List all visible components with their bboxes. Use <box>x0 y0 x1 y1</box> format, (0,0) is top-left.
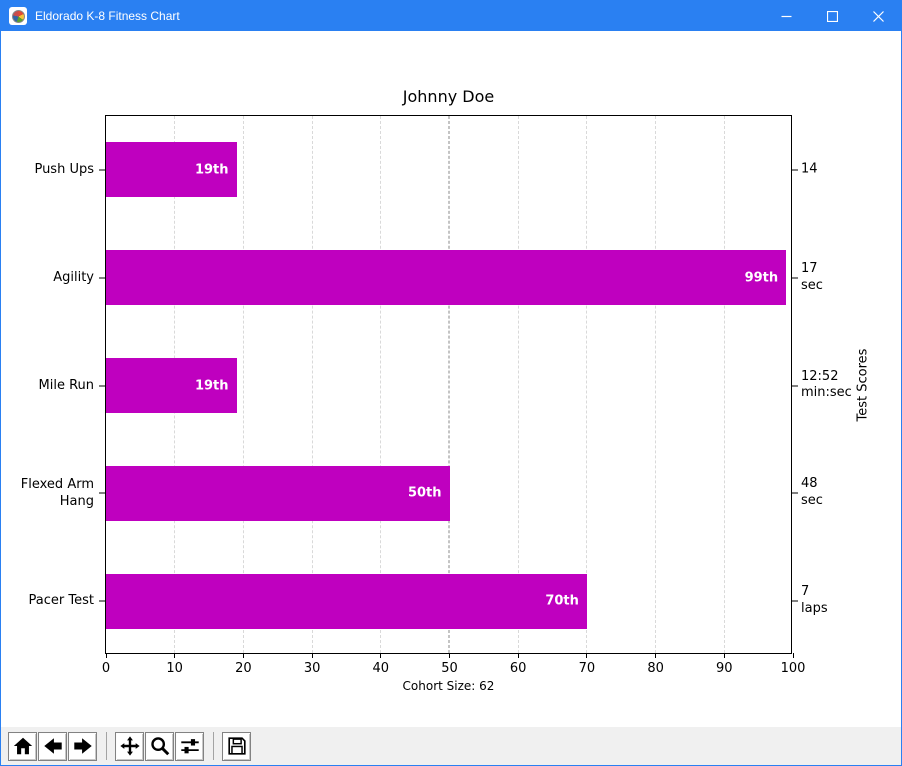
home-icon <box>13 737 32 755</box>
y-tick-mark-left <box>99 600 105 602</box>
x-tick-label: 0 <box>101 661 111 676</box>
matplotlib-pie-glyph <box>11 9 25 23</box>
y-right-score-label: 48 sec <box>801 476 823 509</box>
y-right-score-label: 14 <box>801 161 818 177</box>
minimize-button[interactable] <box>763 1 809 31</box>
close-button[interactable] <box>855 1 901 31</box>
gridline <box>242 116 244 653</box>
y-category-label: Agility <box>53 269 94 285</box>
close-icon <box>872 10 884 22</box>
y-tick-mark-right <box>791 600 798 602</box>
y-tick-mark-left <box>99 385 105 386</box>
y-tick-mark-left <box>99 492 105 494</box>
save-button[interactable] <box>222 731 251 761</box>
y-tick-mark-right <box>791 385 798 386</box>
window-title: Eldorado K-8 Fitness Chart <box>35 9 180 23</box>
x-tick-mark <box>517 653 519 658</box>
window-controls <box>763 1 901 31</box>
x-tick-label: 100 <box>780 661 806 676</box>
x-tick-label: 10 <box>166 661 183 676</box>
bar-percentile-label: 70th <box>545 593 579 609</box>
figure-canvas: Johnny Doe Cohort Size: 62 Test Scores 0… <box>1 31 901 729</box>
bar <box>106 250 787 306</box>
x-tick-mark <box>792 653 794 658</box>
y-right-score-label: 17 sec <box>801 260 823 293</box>
back-arrow-icon <box>43 738 62 754</box>
gridline <box>311 116 313 653</box>
maximize-button[interactable] <box>809 1 855 31</box>
x-tick-mark <box>380 653 382 658</box>
chart-title: Johnny Doe <box>402 87 495 106</box>
minimize-icon <box>781 15 791 17</box>
x-tick-mark <box>105 653 107 658</box>
y-tick-mark-right <box>791 492 798 494</box>
gridline <box>655 116 657 653</box>
bar <box>106 142 237 198</box>
toolbar-separator <box>213 732 214 760</box>
x-tick-label: 90 <box>716 661 733 676</box>
navigation-toolbar <box>1 727 901 765</box>
plot-axes: Johnny Doe Cohort Size: 62 Test Scores 0… <box>21 87 871 693</box>
x-tick-mark <box>449 653 450 658</box>
y-category-label: Push Ups <box>34 161 94 177</box>
x-tick-label: 20 <box>235 661 252 676</box>
y-category-label: Flexed Arm Hang <box>20 477 94 509</box>
y-right-score-label: 7 laps <box>801 584 828 617</box>
home-button[interactable] <box>8 731 37 761</box>
zoom-button[interactable] <box>145 731 174 761</box>
bar <box>106 465 450 521</box>
save-floppy-icon <box>227 737 246 755</box>
y-category-label: Pacer Test <box>28 592 94 608</box>
x-tick-mark <box>586 653 588 658</box>
back-button[interactable] <box>38 731 67 761</box>
toolbar-separator <box>106 732 107 760</box>
sliders-icon <box>180 739 199 754</box>
forward-button[interactable] <box>68 731 97 761</box>
x-tick-label: 80 <box>647 661 664 676</box>
bar-percentile-label: 19th <box>194 162 229 178</box>
bar-percentile-label: 50th <box>407 485 442 501</box>
x-tick-label: 60 <box>509 661 527 676</box>
x-tick-mark <box>174 653 176 658</box>
y-tick-mark-left <box>99 169 105 171</box>
y-right-score-label: 12:52 min:sec <box>801 368 852 401</box>
gridline <box>517 116 519 653</box>
titlebar[interactable]: Eldorado K-8 Fitness Chart <box>1 1 901 31</box>
pan-icon <box>119 736 140 756</box>
bar-percentile-label: 19th <box>194 378 229 393</box>
reference-line <box>448 116 450 653</box>
x-tick-mark <box>311 653 313 658</box>
bar-percentile-label: 99th <box>744 270 779 286</box>
bar <box>106 358 237 413</box>
gridline <box>380 116 382 653</box>
x-tick-mark <box>242 653 244 658</box>
maximize-icon <box>826 10 838 22</box>
x-tick-mark <box>655 653 657 658</box>
right-axis-label: Test Scores <box>855 348 871 421</box>
configure-subplots-button[interactable] <box>175 731 204 761</box>
x-tick-label: 70 <box>578 661 596 676</box>
zoom-magnifier-icon <box>150 737 169 756</box>
x-tick-label: 50 <box>441 661 458 676</box>
bar <box>106 573 587 629</box>
y-category-label: Mile Run <box>38 377 95 393</box>
gridline <box>723 116 725 653</box>
y-tick-mark-left <box>99 277 105 279</box>
y-tick-mark-right <box>791 169 798 171</box>
pan-button[interactable] <box>115 731 144 761</box>
y-tick-mark-right <box>791 277 798 279</box>
forward-arrow-icon <box>73 738 92 754</box>
x-axis-label: Cohort Size: 62 <box>402 679 495 693</box>
x-tick-label: 40 <box>372 661 390 676</box>
gridline <box>586 116 588 653</box>
matplotlib-logo-icon <box>9 7 27 25</box>
x-tick-label: 30 <box>303 661 321 676</box>
x-tick-mark <box>723 653 725 658</box>
